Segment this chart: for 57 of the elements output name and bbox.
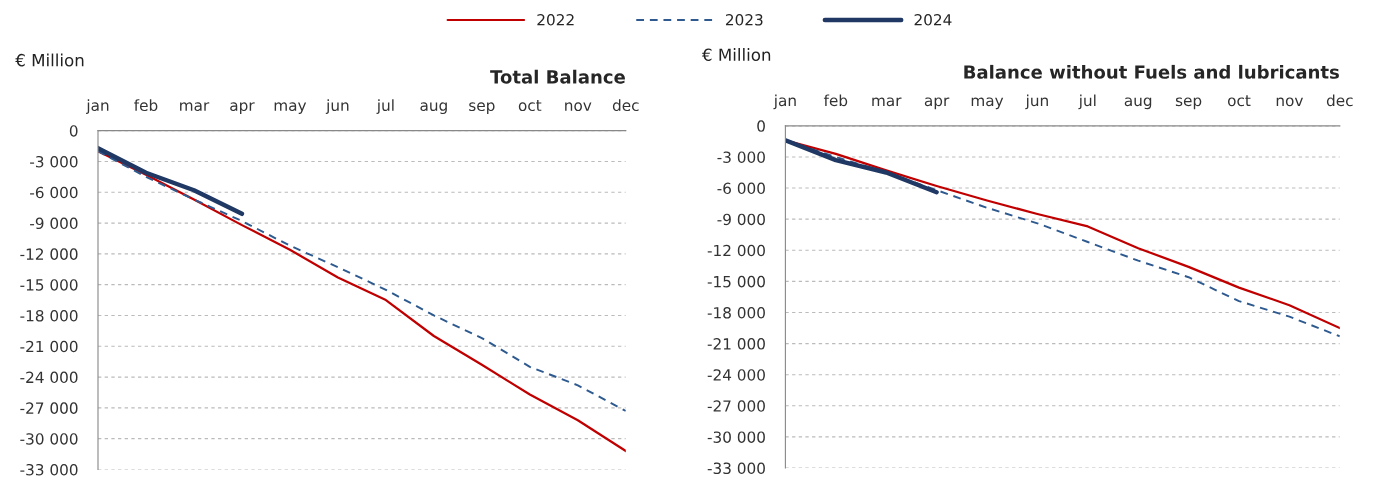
y-tick-label: -3 000 xyxy=(717,151,765,163)
y-tick-label: -24 000 xyxy=(707,369,765,381)
x-tick-label: dec xyxy=(1326,94,1353,107)
y-tick-label: -33 000 xyxy=(20,463,78,476)
y-axis-title: € Million xyxy=(701,48,771,62)
x-tick-label: may xyxy=(971,97,1004,110)
x-tick-label: jun xyxy=(325,99,349,115)
y-tick-label: -12 000 xyxy=(707,244,765,257)
y-tick-label: -30 000 xyxy=(707,431,765,443)
y-tick-label: -27 000 xyxy=(707,400,765,412)
x-tick-label: apr xyxy=(924,97,950,110)
x-tick-label: mar xyxy=(180,102,210,112)
x-tick-label: sep xyxy=(1175,97,1202,110)
y-tick-label: -6 000 xyxy=(717,182,765,195)
y-tick-label: -15 000 xyxy=(707,275,765,288)
x-tick-label: sep xyxy=(469,102,495,115)
x-tick-label: jul xyxy=(376,99,394,115)
y-tick-label: -21 000 xyxy=(707,338,765,350)
x-tick-label: jan xyxy=(773,94,796,110)
x-tick-label: aug xyxy=(420,102,447,115)
y-tick-label: -15 000 xyxy=(20,279,78,291)
x-tick-label: jun xyxy=(1025,94,1048,110)
chart-title: Balance without Fuels and lubricants xyxy=(964,64,1339,79)
chart-title: Total Balance xyxy=(490,69,625,84)
y-tick-label: -9 000 xyxy=(30,217,78,230)
x-tick-label: oct xyxy=(518,100,542,112)
line-series xyxy=(98,145,245,217)
y-tick-label: -18 000 xyxy=(20,309,78,322)
line-series xyxy=(785,138,939,195)
y-tick-label: -21 000 xyxy=(20,340,78,353)
y-tick-label: 0 xyxy=(69,125,78,137)
x-tick-label: feb xyxy=(823,94,848,107)
y-tick-label: -24 000 xyxy=(20,371,78,384)
y-tick-label: -9 000 xyxy=(717,213,765,226)
x-tick-label: may xyxy=(274,102,307,115)
x-tick-label: nov xyxy=(1276,97,1303,107)
legend-label: 2023 xyxy=(725,14,763,26)
x-tick-label: mar xyxy=(872,97,902,107)
x-tick-label: jan xyxy=(86,99,109,115)
x-tick-label: feb xyxy=(134,99,158,112)
x-tick-label: dec xyxy=(612,99,639,112)
y-tick-label: -33 000 xyxy=(707,462,765,475)
y-tick-label: -18 000 xyxy=(707,306,765,319)
y-tick-label: -6 000 xyxy=(30,186,78,199)
y-tick-label: -12 000 xyxy=(20,248,78,260)
x-tick-label: oct xyxy=(1227,95,1251,107)
y-tick-label: -30 000 xyxy=(20,433,78,445)
y-tick-label: -27 000 xyxy=(20,402,78,414)
y-axis-title: € Million xyxy=(15,53,84,67)
x-tick-label: nov xyxy=(565,102,592,112)
x-tick-label: jul xyxy=(1078,94,1096,110)
x-tick-label: aug xyxy=(1124,97,1152,110)
y-tick-label: 0 xyxy=(757,120,765,132)
legend-label: 2022 xyxy=(537,14,574,26)
x-tick-label: apr xyxy=(230,102,255,115)
y-tick-label: -3 000 xyxy=(30,155,78,168)
legend-label: 2024 xyxy=(914,14,952,26)
